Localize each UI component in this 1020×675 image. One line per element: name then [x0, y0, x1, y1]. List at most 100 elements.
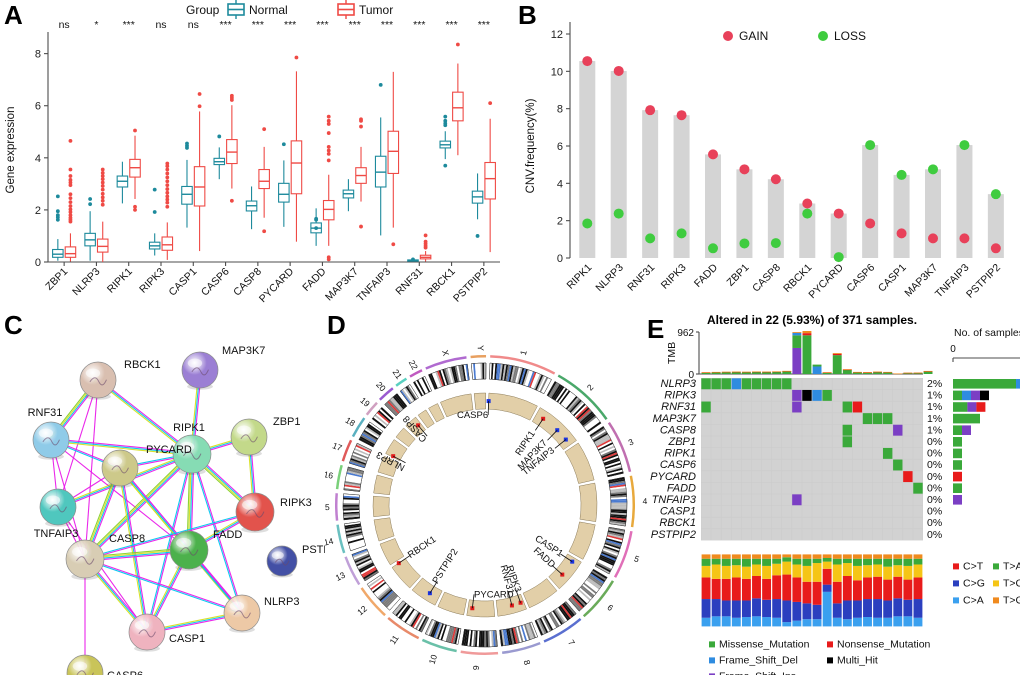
oncoprint-cell[interactable]: [732, 402, 741, 413]
oncoprint-cell[interactable]: [822, 529, 831, 540]
oncoprint-cell[interactable]: [782, 471, 791, 482]
oncoprint-cell[interactable]: [742, 518, 751, 529]
oncoprint-cell[interactable]: [863, 378, 872, 389]
oncoprint-cell[interactable]: [802, 529, 811, 540]
oncoprint-cell[interactable]: [822, 378, 831, 389]
oncoprint-cell[interactable]: [873, 506, 882, 517]
oncoprint-cell[interactable]: [853, 378, 862, 389]
oncoprint-cell[interactable]: [732, 425, 741, 436]
oncoprint-cell[interactable]: [812, 402, 821, 413]
oncoprint-cell[interactable]: [701, 506, 710, 517]
oncoprint-mutation-RIPK3[interactable]: [822, 390, 831, 401]
oncoprint-cell[interactable]: [792, 518, 801, 529]
oncoprint-cell[interactable]: [853, 471, 862, 482]
oncoprint-cell[interactable]: [822, 413, 831, 424]
oncoprint-cell[interactable]: [742, 448, 751, 459]
oncoprint-cell[interactable]: [812, 448, 821, 459]
oncoprint-cell[interactable]: [903, 413, 912, 424]
oncoprint-cell[interactable]: [722, 448, 731, 459]
oncoprint-cell[interactable]: [782, 506, 791, 517]
oncoprint-cell[interactable]: [762, 471, 771, 482]
network-node-MAP3K7[interactable]: MAP3K7: [182, 345, 265, 390]
oncoprint-cell[interactable]: [903, 494, 912, 505]
oncoprint-cell[interactable]: [711, 529, 720, 540]
oncoprint-cell[interactable]: [711, 436, 720, 447]
network-node-NLRP3[interactable]: NLRP3: [224, 595, 299, 633]
oncoprint-cell[interactable]: [711, 448, 720, 459]
oncoprint-cell[interactable]: [711, 518, 720, 529]
oncoprint-cell[interactable]: [893, 378, 902, 389]
oncoprint-cell[interactable]: [833, 506, 842, 517]
oncoprint-cell[interactable]: [772, 436, 781, 447]
oncoprint-cell[interactable]: [802, 436, 811, 447]
oncoprint-cell[interactable]: [843, 471, 852, 482]
oncoprint-cell[interactable]: [913, 378, 922, 389]
oncoprint-cell[interactable]: [822, 448, 831, 459]
oncoprint-cell[interactable]: [772, 494, 781, 505]
oncoprint-cell[interactable]: [742, 425, 751, 436]
oncoprint-mutation-RNF31[interactable]: [701, 402, 710, 413]
oncoprint-cell[interactable]: [772, 471, 781, 482]
oncoprint-cell[interactable]: [843, 483, 852, 494]
oncoprint-mutation-NLRP3[interactable]: [701, 378, 710, 389]
oncoprint-cell[interactable]: [883, 425, 892, 436]
network-node-RIPK3[interactable]: RIPK3: [236, 493, 312, 533]
oncoprint-cell[interactable]: [833, 448, 842, 459]
oncoprint-cell[interactable]: [873, 448, 882, 459]
oncoprint-cell[interactable]: [843, 518, 852, 529]
oncoprint-cell[interactable]: [913, 436, 922, 447]
oncoprint-cell[interactable]: [853, 436, 862, 447]
oncoprint-cell[interactable]: [883, 402, 892, 413]
oncoprint-cell[interactable]: [903, 390, 912, 401]
oncoprint-cell[interactable]: [883, 390, 892, 401]
oncoprint-mutation-CASP8[interactable]: [893, 425, 902, 436]
oncoprint-cell[interactable]: [853, 460, 862, 471]
oncoprint-cell[interactable]: [742, 402, 751, 413]
oncoprint-cell[interactable]: [701, 413, 710, 424]
oncoprint-cell[interactable]: [762, 494, 771, 505]
oncoprint-cell[interactable]: [722, 506, 731, 517]
oncoprint-cell[interactable]: [893, 529, 902, 540]
oncoprint-cell[interactable]: [701, 529, 710, 540]
oncoprint-cell[interactable]: [812, 494, 821, 505]
oncoprint-cell[interactable]: [863, 518, 872, 529]
oncoprint-cell[interactable]: [752, 425, 761, 436]
oncoprint-cell[interactable]: [752, 494, 761, 505]
oncoprint-cell[interactable]: [782, 390, 791, 401]
oncoprint-cell[interactable]: [732, 483, 741, 494]
oncoprint-cell[interactable]: [732, 436, 741, 447]
oncoprint-cell[interactable]: [732, 471, 741, 482]
oncoprint-cell[interactable]: [873, 436, 882, 447]
oncoprint-cell[interactable]: [822, 402, 831, 413]
oncoprint-cell[interactable]: [893, 506, 902, 517]
oncoprint-cell[interactable]: [782, 518, 791, 529]
oncoprint-cell[interactable]: [903, 518, 912, 529]
oncoprint-mutation-MAP3K7[interactable]: [873, 413, 882, 424]
oncoprint-cell[interactable]: [812, 425, 821, 436]
oncoprint-cell[interactable]: [913, 425, 922, 436]
oncoprint-cell[interactable]: [762, 518, 771, 529]
oncoprint-cell[interactable]: [812, 378, 821, 389]
oncoprint-cell[interactable]: [843, 460, 852, 471]
oncoprint-cell[interactable]: [792, 471, 801, 482]
oncoprint-cell[interactable]: [701, 471, 710, 482]
oncoprint-cell[interactable]: [792, 483, 801, 494]
oncoprint-cell[interactable]: [722, 425, 731, 436]
oncoprint-cell[interactable]: [762, 460, 771, 471]
oncoprint-cell[interactable]: [722, 390, 731, 401]
oncoprint-mutation-RNF31[interactable]: [792, 402, 801, 413]
oncoprint-cell[interactable]: [722, 402, 731, 413]
oncoprint-cell[interactable]: [722, 436, 731, 447]
oncoprint-cell[interactable]: [893, 448, 902, 459]
oncoprint-cell[interactable]: [853, 413, 862, 424]
oncoprint-cell[interactable]: [722, 483, 731, 494]
oncoprint-cell[interactable]: [833, 483, 842, 494]
oncoprint-cell[interactable]: [722, 494, 731, 505]
oncoprint-cell[interactable]: [792, 413, 801, 424]
oncoprint-cell[interactable]: [893, 471, 902, 482]
oncoprint-cell[interactable]: [742, 460, 751, 471]
oncoprint-cell[interactable]: [762, 390, 771, 401]
oncoprint-cell[interactable]: [792, 460, 801, 471]
oncoprint-cell[interactable]: [722, 471, 731, 482]
oncoprint-cell[interactable]: [722, 460, 731, 471]
